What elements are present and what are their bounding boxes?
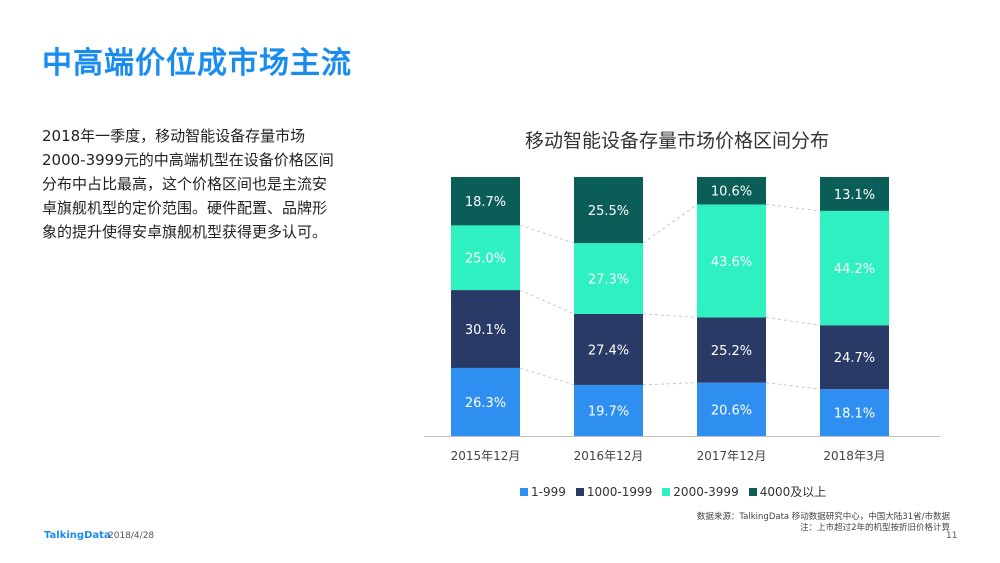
x-tick-label: 2017年12月 bbox=[697, 449, 767, 463]
legend-swatch bbox=[662, 487, 671, 496]
source-line: 数据来源：TalkingData 移动数据研究中心，中国大陆31省/市数据 bbox=[696, 512, 950, 522]
data-label: 27.4% bbox=[588, 343, 629, 358]
note-line: 注：上市超过2年的机型按折旧价格计算 bbox=[800, 523, 950, 533]
x-tick-label: 2016年12月 bbox=[574, 449, 644, 463]
x-tick-label: 2015年12月 bbox=[451, 449, 521, 463]
data-label: 27.3% bbox=[588, 273, 629, 288]
body-line: 象的提升使得安卓旗舰机型获得更多认可。 bbox=[42, 223, 328, 241]
body-line: 卓旗舰机型的定价范围。硬件配置、品牌形 bbox=[42, 199, 328, 217]
data-label: 43.6% bbox=[711, 255, 752, 270]
data-label: 18.7% bbox=[465, 195, 506, 210]
data-label: 24.7% bbox=[834, 351, 875, 366]
body-line: 2000-3999元的中高端机型在设备价格区间 bbox=[42, 151, 334, 169]
chart-legend: 1-999 1000-1999 2000-3999 4000及以上 bbox=[520, 483, 826, 500]
connector-line bbox=[642, 313, 698, 318]
connector-line bbox=[519, 367, 575, 386]
bar-segment bbox=[451, 367, 520, 436]
x-tick-label: 2018年3月 bbox=[823, 449, 885, 463]
data-label: 26.3% bbox=[465, 396, 506, 411]
bar-segment bbox=[820, 210, 889, 326]
connector-line bbox=[642, 382, 698, 386]
legend-item: 1000-1999 bbox=[575, 483, 653, 500]
connector-line bbox=[765, 203, 821, 212]
bar-segment bbox=[820, 177, 889, 211]
connector-line bbox=[765, 382, 821, 390]
legend-label: 1-999 bbox=[531, 484, 566, 499]
connector-line bbox=[642, 204, 698, 244]
data-label: 19.7% bbox=[588, 404, 629, 419]
bar-segment bbox=[697, 204, 766, 318]
bar-segment bbox=[574, 384, 643, 436]
legend-swatch bbox=[520, 487, 528, 496]
data-label: 44.2% bbox=[834, 262, 875, 277]
bar-segment bbox=[697, 382, 766, 436]
legend-swatch bbox=[748, 487, 757, 496]
data-label: 18.1% bbox=[834, 407, 875, 422]
legend-swatch bbox=[575, 487, 584, 496]
legend-label: 2000-3999 bbox=[673, 484, 739, 499]
bar-segment bbox=[451, 290, 520, 368]
talkingdata-logo: TalkingData bbox=[44, 530, 111, 541]
report-date: 2018/4/28 bbox=[108, 531, 155, 541]
connector-line bbox=[519, 289, 575, 315]
data-label: 25.5% bbox=[588, 204, 629, 219]
bar-segment bbox=[574, 313, 643, 385]
body-line: 2018年一季度，移动智能设备存量市场 bbox=[42, 127, 306, 145]
bar-segment bbox=[820, 389, 889, 436]
body-line: 分布中占比最高，这个价格区间也是主流安 bbox=[42, 175, 328, 193]
page-title: 中高端价位成市场主流 bbox=[42, 46, 352, 81]
data-label: 20.6% bbox=[711, 403, 752, 418]
legend-item: 4000及以上 bbox=[748, 483, 827, 500]
legend-item: 2000-3999 bbox=[662, 483, 739, 500]
data-label: 30.1% bbox=[465, 323, 506, 338]
data-label: 25.2% bbox=[711, 344, 752, 359]
chart-title: 移动智能设备存量市场价格区间分布 bbox=[524, 130, 829, 152]
body-text: 2018年一季度，移动智能设备存量市场 2000-3999元的中高端机型在设备价… bbox=[42, 124, 372, 244]
source-note: 数据来源：TalkingData 移动数据研究中心，中国大陆31省/市数据 注：… bbox=[697, 512, 950, 534]
bar-segment bbox=[697, 177, 766, 205]
legend-label: 1000-1999 bbox=[586, 484, 653, 499]
bar-segment bbox=[574, 177, 643, 244]
bar-segment bbox=[451, 177, 520, 226]
legend-item: 1-999 bbox=[520, 483, 566, 500]
bar-segment bbox=[574, 243, 643, 314]
page-number: 11 bbox=[946, 531, 958, 541]
legend-label: 4000及以上 bbox=[759, 485, 827, 499]
bar-segment bbox=[451, 225, 520, 291]
bar-segment bbox=[820, 325, 889, 390]
connector-line bbox=[519, 224, 575, 244]
connector-line bbox=[765, 316, 821, 326]
data-label: 10.6% bbox=[711, 185, 752, 200]
data-label: 13.1% bbox=[834, 188, 875, 203]
bar-segment bbox=[697, 317, 766, 383]
data-label: 25.0% bbox=[465, 252, 506, 267]
